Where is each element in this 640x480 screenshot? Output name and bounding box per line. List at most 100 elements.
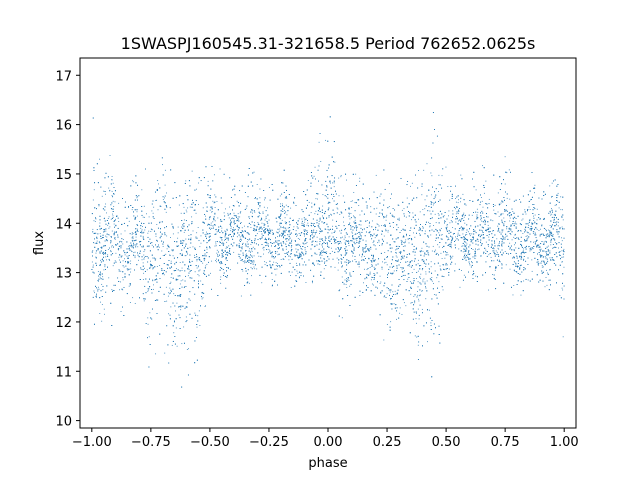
data-point <box>131 209 133 211</box>
data-point <box>498 223 500 224</box>
data-point <box>284 197 286 199</box>
data-point <box>177 226 179 228</box>
data-point <box>387 231 389 233</box>
data-point <box>148 230 150 232</box>
data-point <box>561 240 563 242</box>
data-point <box>539 233 541 235</box>
data-point <box>345 246 347 248</box>
data-point <box>424 281 426 283</box>
data-point <box>129 263 131 265</box>
data-point <box>522 233 524 234</box>
data-point <box>210 229 211 230</box>
data-point <box>499 261 501 263</box>
data-point <box>333 182 335 184</box>
data-point <box>403 208 405 210</box>
data-point <box>306 224 308 226</box>
data-point <box>191 223 192 225</box>
data-point <box>426 280 428 282</box>
data-point <box>148 246 150 248</box>
data-point <box>103 308 105 310</box>
data-point <box>97 288 99 290</box>
data-point <box>148 216 150 218</box>
data-point <box>345 283 347 285</box>
data-point <box>214 220 216 222</box>
data-point <box>278 230 280 232</box>
data-point <box>254 248 256 250</box>
data-point <box>433 282 434 284</box>
data-point <box>245 244 247 246</box>
data-point <box>118 221 120 223</box>
data-point <box>484 221 486 223</box>
data-point <box>364 278 366 280</box>
data-point <box>261 238 263 239</box>
data-point <box>321 252 323 253</box>
data-point <box>461 270 462 271</box>
data-point <box>164 169 166 171</box>
data-point <box>509 217 511 219</box>
data-point <box>109 259 111 261</box>
data-point <box>462 251 464 253</box>
data-point <box>540 248 542 250</box>
data-point <box>464 222 466 224</box>
data-point <box>534 221 536 223</box>
data-point <box>222 254 224 256</box>
data-point <box>543 241 545 243</box>
data-point <box>561 237 563 239</box>
data-point <box>481 200 483 202</box>
data-point <box>303 226 305 227</box>
data-point <box>166 300 168 302</box>
data-point <box>304 249 306 251</box>
data-point <box>305 282 307 283</box>
data-point <box>153 206 155 208</box>
data-point <box>398 259 399 261</box>
data-point <box>240 222 242 223</box>
data-point <box>526 231 528 233</box>
data-point <box>109 189 111 191</box>
data-point <box>319 254 321 256</box>
data-point <box>128 245 130 247</box>
data-point <box>120 281 122 283</box>
data-point <box>418 298 419 300</box>
data-point <box>290 207 292 209</box>
data-point <box>457 232 459 234</box>
data-point <box>528 206 530 208</box>
data-point <box>229 249 231 251</box>
data-point <box>119 289 120 291</box>
data-point <box>187 275 189 277</box>
data-point <box>242 270 244 272</box>
data-point <box>406 197 408 199</box>
data-point <box>102 289 104 291</box>
data-points <box>91 112 565 388</box>
data-point <box>127 257 128 259</box>
data-point <box>243 262 245 264</box>
data-point <box>304 221 306 223</box>
data-point <box>397 237 399 239</box>
data-point <box>302 223 304 225</box>
data-point <box>107 254 109 256</box>
data-point <box>176 345 178 347</box>
data-point <box>314 166 316 168</box>
data-point <box>333 238 334 240</box>
data-point <box>245 250 247 251</box>
data-point <box>389 291 391 293</box>
data-point <box>297 258 299 260</box>
data-point <box>284 221 286 223</box>
data-point <box>412 212 414 214</box>
data-point <box>250 243 252 245</box>
data-point <box>466 248 468 250</box>
data-point <box>401 268 403 270</box>
data-point <box>512 211 514 212</box>
data-point <box>304 219 306 221</box>
data-point <box>497 245 499 247</box>
data-point <box>354 259 356 260</box>
data-point <box>563 256 565 258</box>
data-point <box>493 247 494 249</box>
data-point <box>562 336 564 338</box>
data-point <box>318 141 320 143</box>
data-point <box>296 234 298 236</box>
data-point <box>283 258 285 260</box>
data-point <box>257 208 259 210</box>
data-point <box>376 223 378 225</box>
data-point <box>509 212 511 213</box>
data-point <box>516 256 518 258</box>
